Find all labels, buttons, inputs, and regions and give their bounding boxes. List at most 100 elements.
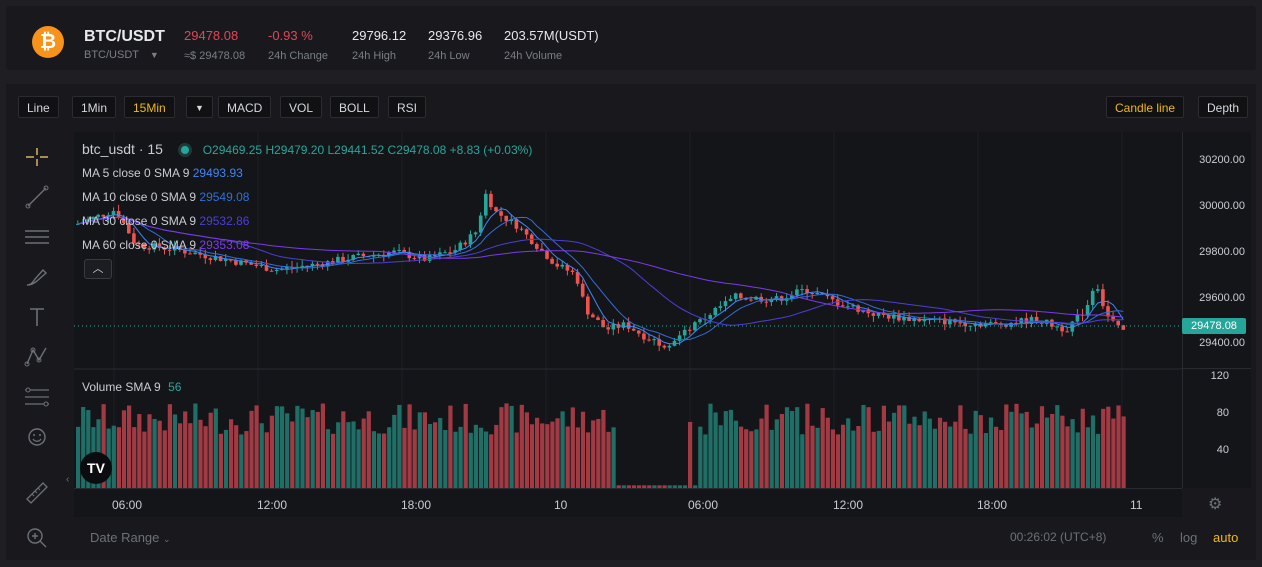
candle-body	[1075, 314, 1080, 322]
text-tool-icon[interactable]	[22, 304, 52, 330]
volume-bar	[540, 423, 545, 488]
volume-bar	[1116, 405, 1121, 488]
volume-bar	[682, 485, 688, 488]
interval-15min-button[interactable]: 15Min	[124, 96, 175, 118]
volume-bar	[1004, 404, 1009, 488]
volume-bar	[774, 419, 779, 488]
candle-body	[193, 252, 197, 255]
pair-selector[interactable]: BTC/USDT ▼	[84, 49, 159, 61]
candle-body	[555, 263, 559, 267]
price-axis[interactable]: 30200.00 30000.00 29800.00 29600.00 2940…	[1182, 132, 1251, 488]
volume-bar	[637, 485, 642, 488]
candle-body	[642, 333, 646, 340]
percent-toggle[interactable]: %	[1152, 530, 1164, 545]
brush-icon[interactable]	[22, 264, 52, 290]
candle-body	[514, 219, 519, 229]
price-tick: 29400.00	[1199, 337, 1245, 349]
line-button[interactable]: Line	[18, 96, 59, 118]
volume-bar	[841, 424, 846, 488]
candle-body	[473, 232, 478, 235]
ruler-icon[interactable]	[22, 480, 52, 506]
macd-button[interactable]: MACD	[218, 96, 272, 118]
time-tick: 18:00	[977, 498, 1008, 512]
candle-body	[647, 339, 651, 341]
volume-bar	[473, 424, 478, 488]
scroll-left-icon[interactable]: ‹	[66, 474, 70, 485]
volume-bar	[101, 404, 106, 488]
volume-bar	[331, 433, 336, 488]
volume-bar	[1060, 415, 1065, 488]
volume-bar	[779, 414, 784, 488]
more-intervals-button[interactable]: ▼	[186, 96, 213, 118]
depth-button[interactable]: Depth	[1198, 96, 1249, 118]
candlestick-chart[interactable]	[74, 132, 1182, 488]
price-tick: 30200.00	[1199, 154, 1245, 166]
volume-bar	[366, 411, 371, 488]
volume-bar	[728, 409, 733, 488]
time-tick: 12:00	[257, 498, 288, 512]
volume-stat: 203.57M(USDT) 24h Volume	[504, 28, 599, 62]
volume-bar	[1034, 423, 1039, 488]
boll-button[interactable]: BOLL	[330, 96, 379, 118]
candle-body	[331, 261, 335, 264]
candle-body	[1060, 326, 1064, 332]
log-toggle[interactable]: log	[1180, 530, 1198, 545]
crosshair-icon[interactable]	[22, 144, 52, 170]
date-range-selector[interactable]: Date Range ⌄	[90, 530, 171, 545]
volume-bar	[218, 433, 223, 488]
candle-body	[698, 319, 702, 323]
horizontal-lines-icon[interactable]	[22, 224, 52, 250]
candle-body	[560, 264, 565, 267]
chart-canvas[interactable]	[74, 132, 1182, 488]
candle-body	[810, 293, 814, 295]
candle-body	[208, 258, 213, 260]
price-tick: 30000.00	[1199, 200, 1245, 212]
auto-toggle[interactable]: auto	[1213, 530, 1239, 545]
candle-body	[448, 252, 452, 254]
collapse-legend-button[interactable]: ︿	[84, 259, 112, 279]
volume-bar	[382, 433, 387, 488]
volume-bar	[784, 407, 790, 488]
candle-line-button[interactable]: Candle line	[1106, 96, 1185, 118]
candle-body	[1090, 290, 1095, 305]
last-price: 29478.08	[184, 28, 239, 43]
pattern-icon[interactable]	[22, 344, 52, 370]
candle-body	[744, 298, 748, 300]
volume-bar	[407, 404, 412, 488]
vol-button[interactable]: VOL	[280, 96, 323, 118]
volume-bar	[927, 418, 932, 488]
candle-body	[733, 293, 738, 299]
emoji-icon[interactable]	[22, 424, 52, 450]
time-axis[interactable]: 06:00 12:00 18:00 10 06:00 12:00 18:00 1…	[74, 488, 1182, 517]
volume-bar	[1009, 411, 1014, 488]
volume-bar	[754, 429, 759, 488]
volume-bar	[688, 421, 693, 488]
tradingview-logo[interactable]: TV	[80, 452, 112, 484]
candle-body	[565, 264, 570, 271]
candle-body	[846, 306, 850, 308]
ticker-header: ₿ BTC/USDT BTC/USDT ▼ 29478.08 ≈$ 29478.…	[6, 6, 1256, 70]
fib-levels-icon[interactable]	[22, 384, 52, 410]
candle-body	[310, 263, 315, 267]
volume-bar	[983, 433, 988, 488]
zoom-in-icon[interactable]	[22, 524, 52, 550]
volume-bar	[1070, 419, 1075, 488]
rsi-button[interactable]: RSI	[388, 96, 427, 118]
candle-body	[111, 210, 116, 216]
volume-bar	[371, 431, 376, 488]
chevron-down-icon[interactable]: ▼	[149, 50, 159, 60]
volume-bar	[759, 418, 764, 488]
settings-gear-icon[interactable]: ⚙	[1208, 496, 1223, 513]
candle-body	[254, 264, 259, 266]
trend-line-icon[interactable]	[22, 184, 52, 210]
volume-bar	[116, 427, 121, 488]
candle-body	[851, 305, 855, 307]
volume-bar	[162, 430, 167, 488]
volume-bar	[361, 418, 366, 488]
volume-bar	[1111, 418, 1116, 488]
interval-1min-button[interactable]: 1Min	[72, 96, 117, 118]
candle-body	[127, 222, 131, 234]
volume-bar	[1121, 416, 1126, 488]
candle-body	[682, 329, 687, 336]
candle-body	[356, 253, 361, 256]
